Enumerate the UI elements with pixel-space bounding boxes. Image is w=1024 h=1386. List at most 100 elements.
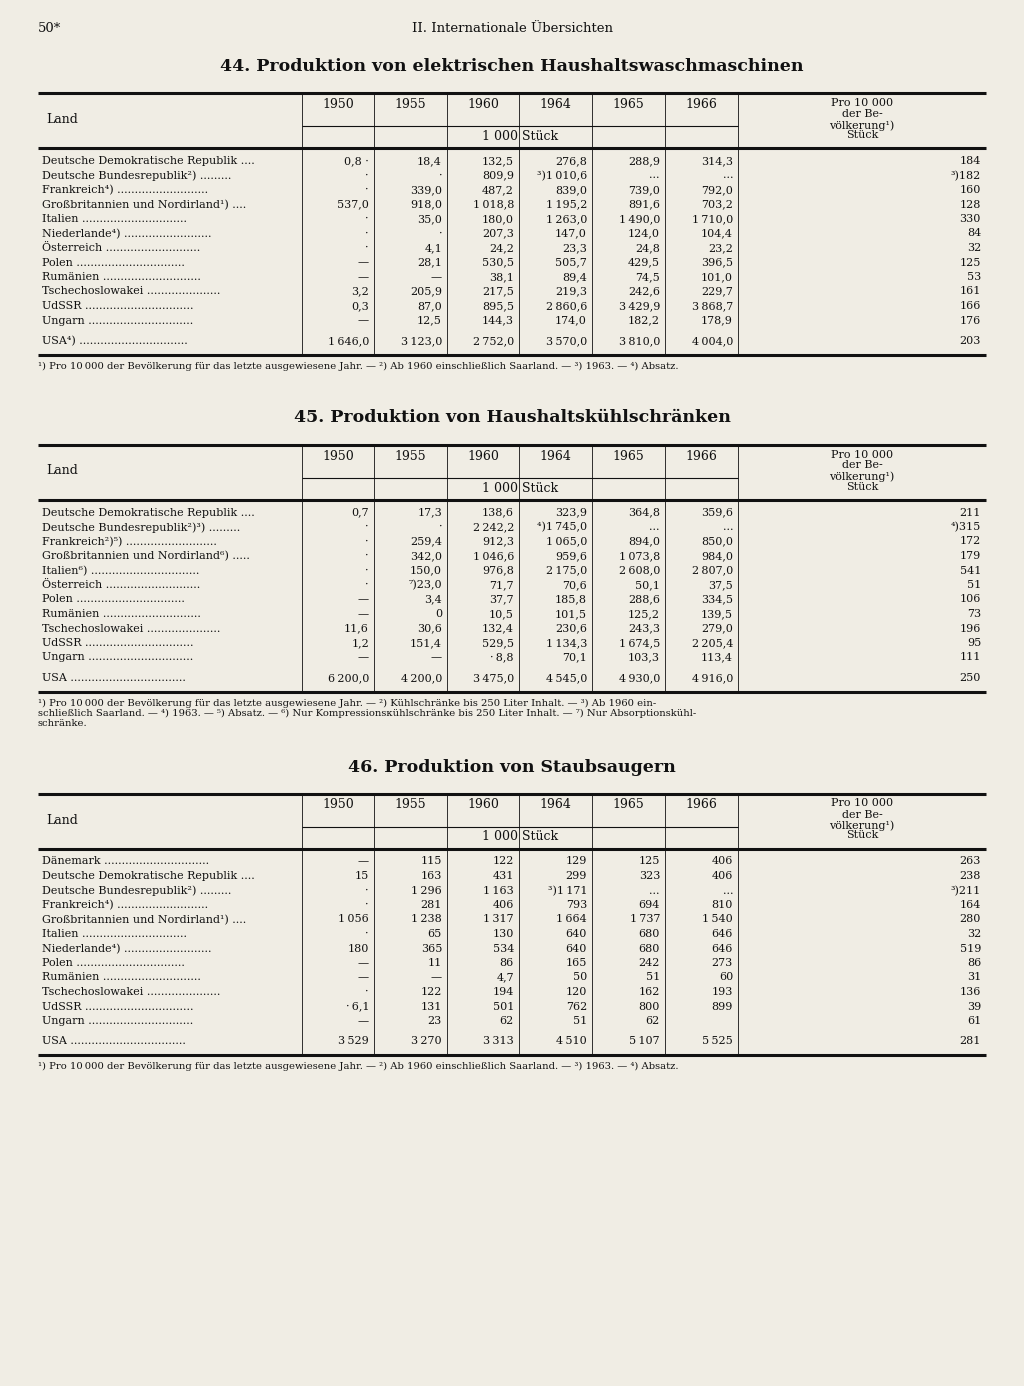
Text: 1964: 1964 bbox=[540, 449, 571, 463]
Text: Österreich ...........................: Österreich ........................... bbox=[42, 579, 201, 590]
Text: 62: 62 bbox=[500, 1016, 514, 1026]
Text: 74,5: 74,5 bbox=[635, 272, 660, 281]
Text: 1 163: 1 163 bbox=[483, 886, 514, 895]
Text: 2 205,4: 2 205,4 bbox=[691, 638, 733, 649]
Text: Rumänien ............................: Rumänien ............................ bbox=[42, 272, 201, 281]
Text: 1 000 Stück: 1 000 Stück bbox=[482, 130, 558, 143]
Text: Niederlande⁴) .........................: Niederlande⁴) ......................... bbox=[42, 229, 212, 238]
Text: 0,8 ·: 0,8 · bbox=[344, 157, 369, 166]
Text: 334,5: 334,5 bbox=[701, 595, 733, 604]
Text: 1965: 1965 bbox=[612, 449, 644, 463]
Text: 130: 130 bbox=[493, 929, 514, 938]
Text: USA .................................: USA ................................. bbox=[42, 1037, 186, 1046]
Text: ·: · bbox=[366, 170, 369, 180]
Text: 113,4: 113,4 bbox=[701, 653, 733, 663]
Text: Tschechoslowakei .....................: Tschechoslowakei ..................... bbox=[42, 987, 220, 997]
Text: 194: 194 bbox=[493, 987, 514, 997]
Text: ·: · bbox=[438, 170, 442, 180]
Text: 323: 323 bbox=[639, 870, 660, 881]
Text: 2 860,6: 2 860,6 bbox=[546, 301, 587, 310]
Text: Deutsche Bundesrepublik²)³) .........: Deutsche Bundesrepublik²)³) ......... bbox=[42, 523, 241, 532]
Text: 230,6: 230,6 bbox=[555, 624, 587, 633]
Text: ·: · bbox=[366, 579, 369, 590]
Text: Ungarn ..............................: Ungarn .............................. bbox=[42, 316, 194, 326]
Text: 2 175,0: 2 175,0 bbox=[546, 565, 587, 575]
Text: Österreich ...........................: Österreich ........................... bbox=[42, 243, 201, 254]
Text: ·: · bbox=[366, 929, 369, 938]
Text: 1960: 1960 bbox=[467, 98, 499, 111]
Text: 104,4: 104,4 bbox=[701, 229, 733, 238]
Text: 122: 122 bbox=[421, 987, 442, 997]
Text: 281: 281 bbox=[421, 900, 442, 911]
Text: 180,0: 180,0 bbox=[482, 213, 514, 225]
Text: 1 646,0: 1 646,0 bbox=[328, 335, 369, 346]
Text: 1964: 1964 bbox=[540, 98, 571, 111]
Text: 259,4: 259,4 bbox=[410, 536, 442, 546]
Text: 207,3: 207,3 bbox=[482, 229, 514, 238]
Text: Pro 10 000: Pro 10 000 bbox=[830, 798, 893, 808]
Text: 680: 680 bbox=[639, 929, 660, 938]
Text: 15: 15 bbox=[354, 870, 369, 881]
Text: völkerung¹): völkerung¹) bbox=[829, 821, 895, 832]
Text: 211: 211 bbox=[959, 507, 981, 517]
Text: völkerung¹): völkerung¹) bbox=[829, 471, 895, 482]
Text: ⁴)1 745,0: ⁴)1 745,0 bbox=[537, 523, 587, 532]
Text: ³)1 010,6: ³)1 010,6 bbox=[537, 170, 587, 180]
Text: —: — bbox=[357, 653, 369, 663]
Text: 703,2: 703,2 bbox=[701, 200, 733, 209]
Text: 30,6: 30,6 bbox=[417, 624, 442, 633]
Text: ⁷)23,0: ⁷)23,0 bbox=[409, 579, 442, 590]
Text: 431: 431 bbox=[493, 870, 514, 881]
Text: Land: Land bbox=[46, 114, 78, 126]
Text: ·: · bbox=[366, 565, 369, 575]
Text: ·: · bbox=[366, 987, 369, 997]
Text: 1 065,0: 1 065,0 bbox=[546, 536, 587, 546]
Text: 1966: 1966 bbox=[685, 98, 718, 111]
Text: 3 570,0: 3 570,0 bbox=[546, 335, 587, 346]
Text: 4 510: 4 510 bbox=[556, 1037, 587, 1046]
Text: 101,5: 101,5 bbox=[555, 608, 587, 620]
Text: 3,2: 3,2 bbox=[351, 287, 369, 297]
Text: 217,5: 217,5 bbox=[482, 287, 514, 297]
Text: 86: 86 bbox=[500, 958, 514, 967]
Text: 45. Produktion von Haushaltskühlschränken: 45. Produktion von Haushaltskühlschränke… bbox=[294, 409, 730, 427]
Text: 330: 330 bbox=[959, 213, 981, 225]
Text: —: — bbox=[431, 272, 442, 281]
Text: Tschechoslowakei .....................: Tschechoslowakei ..................... bbox=[42, 287, 220, 297]
Text: 84: 84 bbox=[967, 229, 981, 238]
Text: 73: 73 bbox=[967, 608, 981, 620]
Text: ...: ... bbox=[723, 523, 733, 532]
Text: 3 313: 3 313 bbox=[483, 1037, 514, 1046]
Text: 1955: 1955 bbox=[394, 449, 426, 463]
Text: 406: 406 bbox=[493, 900, 514, 911]
Text: ³)211: ³)211 bbox=[950, 886, 981, 895]
Text: ·: · bbox=[366, 184, 369, 195]
Text: 180: 180 bbox=[347, 944, 369, 954]
Text: —: — bbox=[431, 973, 442, 983]
Text: —: — bbox=[357, 272, 369, 281]
Text: 166: 166 bbox=[959, 301, 981, 310]
Text: 299: 299 bbox=[565, 870, 587, 881]
Text: 1 195,2: 1 195,2 bbox=[546, 200, 587, 209]
Text: 103,3: 103,3 bbox=[628, 653, 660, 663]
Text: 125: 125 bbox=[959, 258, 981, 267]
Text: 1 674,5: 1 674,5 bbox=[618, 638, 660, 649]
Text: Frankreich⁴) ..........................: Frankreich⁴) .......................... bbox=[42, 184, 208, 195]
Text: 53: 53 bbox=[967, 272, 981, 281]
Text: 32: 32 bbox=[967, 243, 981, 254]
Text: 2 752,0: 2 752,0 bbox=[473, 335, 514, 346]
Text: 800: 800 bbox=[639, 1002, 660, 1012]
Text: 396,5: 396,5 bbox=[701, 258, 733, 267]
Text: 1965: 1965 bbox=[612, 798, 644, 811]
Text: 172: 172 bbox=[959, 536, 981, 546]
Text: 37,5: 37,5 bbox=[709, 579, 733, 590]
Text: 501: 501 bbox=[493, 1002, 514, 1012]
Text: 71,7: 71,7 bbox=[489, 579, 514, 590]
Text: 86: 86 bbox=[967, 958, 981, 967]
Text: 4,7: 4,7 bbox=[497, 973, 514, 983]
Text: 150,0: 150,0 bbox=[410, 565, 442, 575]
Text: 1 056: 1 056 bbox=[338, 915, 369, 924]
Text: —: — bbox=[431, 653, 442, 663]
Text: 519: 519 bbox=[959, 944, 981, 954]
Text: 122: 122 bbox=[493, 857, 514, 866]
